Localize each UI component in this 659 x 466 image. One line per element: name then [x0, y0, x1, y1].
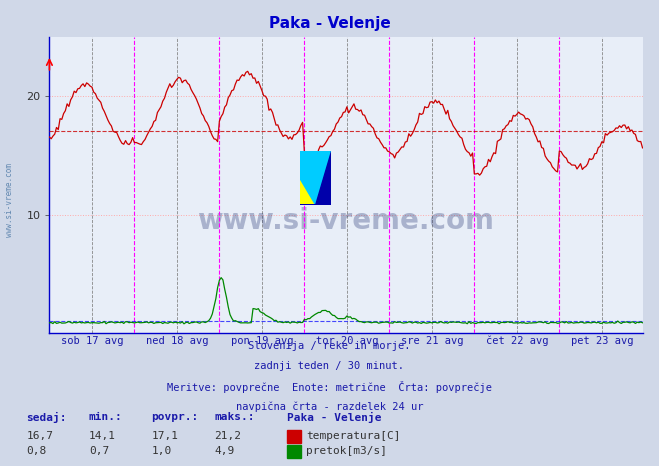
Polygon shape — [300, 151, 331, 205]
Text: 21,2: 21,2 — [214, 431, 241, 441]
Text: Meritve: povprečne  Enote: metrične  Črta: povprečje: Meritve: povprečne Enote: metrične Črta:… — [167, 381, 492, 393]
Text: temperatura[C]: temperatura[C] — [306, 431, 401, 441]
Text: www.si-vreme.com: www.si-vreme.com — [198, 207, 494, 235]
Text: 0,8: 0,8 — [26, 446, 47, 456]
Text: 4,9: 4,9 — [214, 446, 235, 456]
Text: sedaj:: sedaj: — [26, 412, 67, 424]
Text: pretok[m3/s]: pretok[m3/s] — [306, 446, 387, 456]
Text: maks.:: maks.: — [214, 412, 254, 422]
Text: Paka - Velenje: Paka - Velenje — [287, 412, 381, 424]
Text: Paka - Velenje: Paka - Velenje — [269, 16, 390, 31]
Text: navpična črta - razdelek 24 ur: navpična črta - razdelek 24 ur — [236, 401, 423, 412]
Text: 0,7: 0,7 — [89, 446, 109, 456]
Polygon shape — [300, 151, 331, 205]
Text: Slovenija / reke in morje.: Slovenija / reke in morje. — [248, 341, 411, 351]
Text: www.si-vreme.com: www.si-vreme.com — [5, 164, 14, 237]
Text: 17,1: 17,1 — [152, 431, 179, 441]
Text: povpr.:: povpr.: — [152, 412, 199, 422]
Text: 16,7: 16,7 — [26, 431, 53, 441]
Text: 1,0: 1,0 — [152, 446, 172, 456]
Text: zadnji teden / 30 minut.: zadnji teden / 30 minut. — [254, 361, 405, 371]
Text: 14,1: 14,1 — [89, 431, 116, 441]
Text: min.:: min.: — [89, 412, 123, 422]
